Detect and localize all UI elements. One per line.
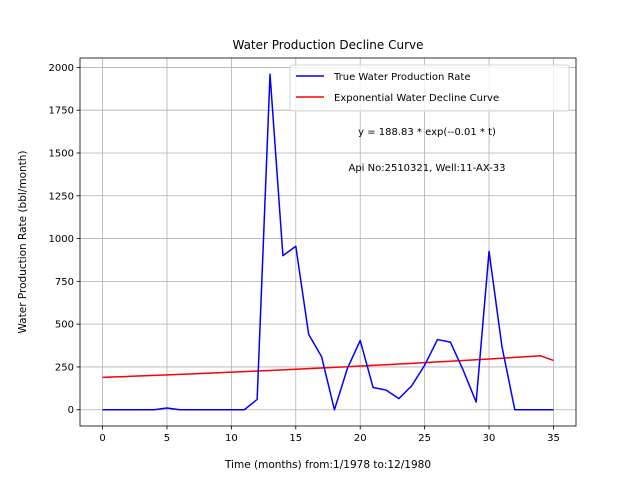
series-lines	[102, 73, 554, 411]
x-tick-label: 5	[164, 433, 170, 444]
y-tick-label: 500	[55, 320, 74, 331]
x-tick-label: 35	[547, 433, 560, 444]
legend-box	[289, 64, 570, 112]
legend-label-true-rate: True Water Production Rate	[333, 72, 470, 83]
x-tick-label: 30	[483, 433, 496, 444]
exponential-decline-line	[102, 355, 554, 379]
y-tick-label: 750	[55, 277, 74, 288]
x-tick-label: 25	[418, 433, 431, 444]
x-axis-label: Time (months) from:1/1978 to:12/1980	[224, 459, 431, 471]
x-tick-label: 10	[225, 433, 238, 444]
y-tick-label: 0	[68, 405, 74, 416]
chart-title: Water Production Decline Curve	[232, 38, 423, 52]
plot-frame	[79, 57, 577, 427]
y-axis-label: Water Production Rate (bbl/month)	[17, 150, 29, 333]
y-tick-label: 1250	[49, 191, 74, 202]
equation-annotation: y = 188.83 * exp(--0.01 * t)	[358, 127, 496, 138]
x-tick-label: 15	[289, 433, 302, 444]
legend-label-exponential-curve: Exponential Water Decline Curve	[334, 93, 499, 104]
true-production-rate-line	[102, 73, 554, 411]
axis-ticks: 0 5 10 15 20 25 30 35 0 250 500 750 1000 1250 1500 1750…	[49, 63, 560, 444]
plot-area	[80, 58, 576, 426]
y-tick-label: 1500	[49, 148, 74, 159]
y-tick-label: 1750	[49, 106, 74, 117]
y-tick-label: 1000	[49, 234, 74, 245]
legend: True Water Production Rate Exponential W…	[289, 64, 570, 112]
x-tick-label: 20	[354, 433, 367, 444]
y-tick-label: 250	[55, 362, 74, 373]
x-tick-label: 0	[99, 433, 105, 444]
well-annotation: Api No:2510321, Well:11-AX-33	[348, 163, 505, 174]
y-tick-label: 2000	[49, 63, 74, 74]
